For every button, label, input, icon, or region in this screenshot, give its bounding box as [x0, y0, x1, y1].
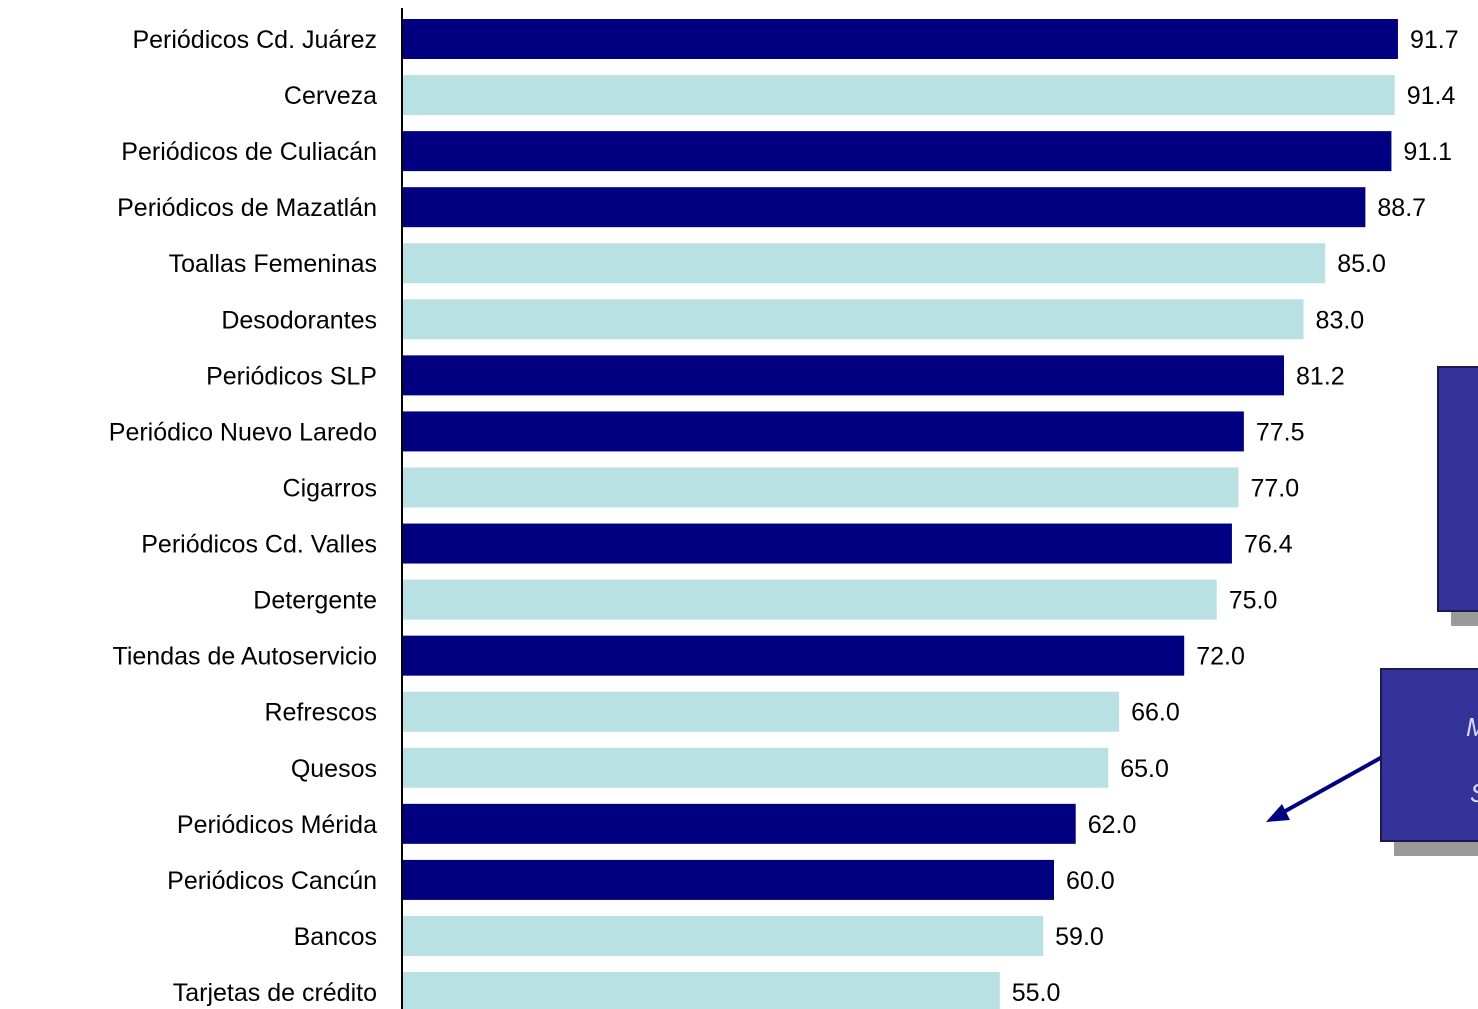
category-label: Refrescos: [264, 699, 377, 727]
bar: [403, 19, 1398, 59]
category-label: Periódicos Mérida: [177, 811, 377, 839]
category-label: Cigarros: [283, 474, 377, 502]
category-label: Bancos: [294, 923, 377, 951]
data-label: 62.0: [1088, 811, 1137, 839]
bar: [403, 411, 1244, 452]
category-label: Quesos: [291, 755, 377, 783]
data-label: 65.0: [1120, 755, 1169, 783]
bar: [403, 467, 1239, 508]
category-label: Cerveza: [284, 82, 377, 110]
bar: [403, 859, 1054, 900]
category-label: Tiendas de Autoservicio: [112, 643, 377, 671]
data-label: 85.0: [1337, 250, 1386, 278]
data-label: 60.0: [1066, 867, 1115, 895]
data-label: 91.7: [1410, 26, 1459, 54]
bar: [403, 691, 1120, 732]
category-label: Periódico Nuevo Laredo: [109, 418, 377, 446]
data-label: 55.0: [1012, 979, 1061, 1007]
data-label: 91.1: [1403, 138, 1452, 166]
category-label: Periódicos Cd. Valles: [141, 531, 377, 559]
bar: [403, 299, 1304, 340]
data-label: 72.0: [1196, 643, 1245, 671]
bar: [403, 75, 1395, 116]
callout-2-line-b: S: [1470, 778, 1478, 809]
data-label: 77.0: [1250, 474, 1299, 502]
bar: [403, 523, 1232, 564]
callout-box-2: M S: [1380, 668, 1478, 842]
bar: [403, 915, 1044, 956]
category-label: Desodorantes: [221, 306, 377, 334]
bar: [403, 635, 1185, 676]
bars-layer: Periódicos Cd. Juárez 91.7 Cerveza 91.4 Peri…: [109, 19, 1459, 1009]
category-label: Periódicos de Mazatlán: [117, 194, 377, 222]
data-label: 88.7: [1377, 194, 1426, 222]
data-label: 77.5: [1256, 418, 1305, 446]
bar: [403, 579, 1217, 620]
bar: [403, 355, 1285, 396]
bar: [403, 131, 1392, 172]
data-label: 83.0: [1316, 306, 1365, 334]
data-label: 75.0: [1229, 587, 1278, 615]
data-label: 76.4: [1244, 531, 1293, 559]
category-label: Toallas Femeninas: [169, 250, 377, 278]
data-label: 59.0: [1055, 923, 1104, 951]
data-label: 81.2: [1296, 362, 1345, 390]
callout-arrow: [1279, 754, 1385, 816]
data-label: 91.4: [1407, 82, 1456, 110]
category-label: Periódicos de Culiacán: [121, 138, 377, 166]
bar: [403, 972, 1000, 1009]
bar: [403, 187, 1366, 228]
bar: [403, 747, 1109, 788]
bar: [403, 803, 1076, 844]
callout-2-line-a: M: [1466, 712, 1478, 743]
category-label: Periódicos SLP: [206, 362, 377, 390]
category-label: Periódicos Cd. Juárez: [132, 26, 377, 54]
callout-box-1: A: [1437, 366, 1478, 612]
category-label: Periódicos Cancún: [167, 867, 377, 895]
data-label: 66.0: [1131, 699, 1180, 727]
bar: [403, 243, 1326, 284]
callout-arrow-head: [1266, 804, 1290, 822]
category-label: Detergente: [253, 587, 377, 615]
category-label: Tarjetas de crédito: [173, 979, 377, 1007]
